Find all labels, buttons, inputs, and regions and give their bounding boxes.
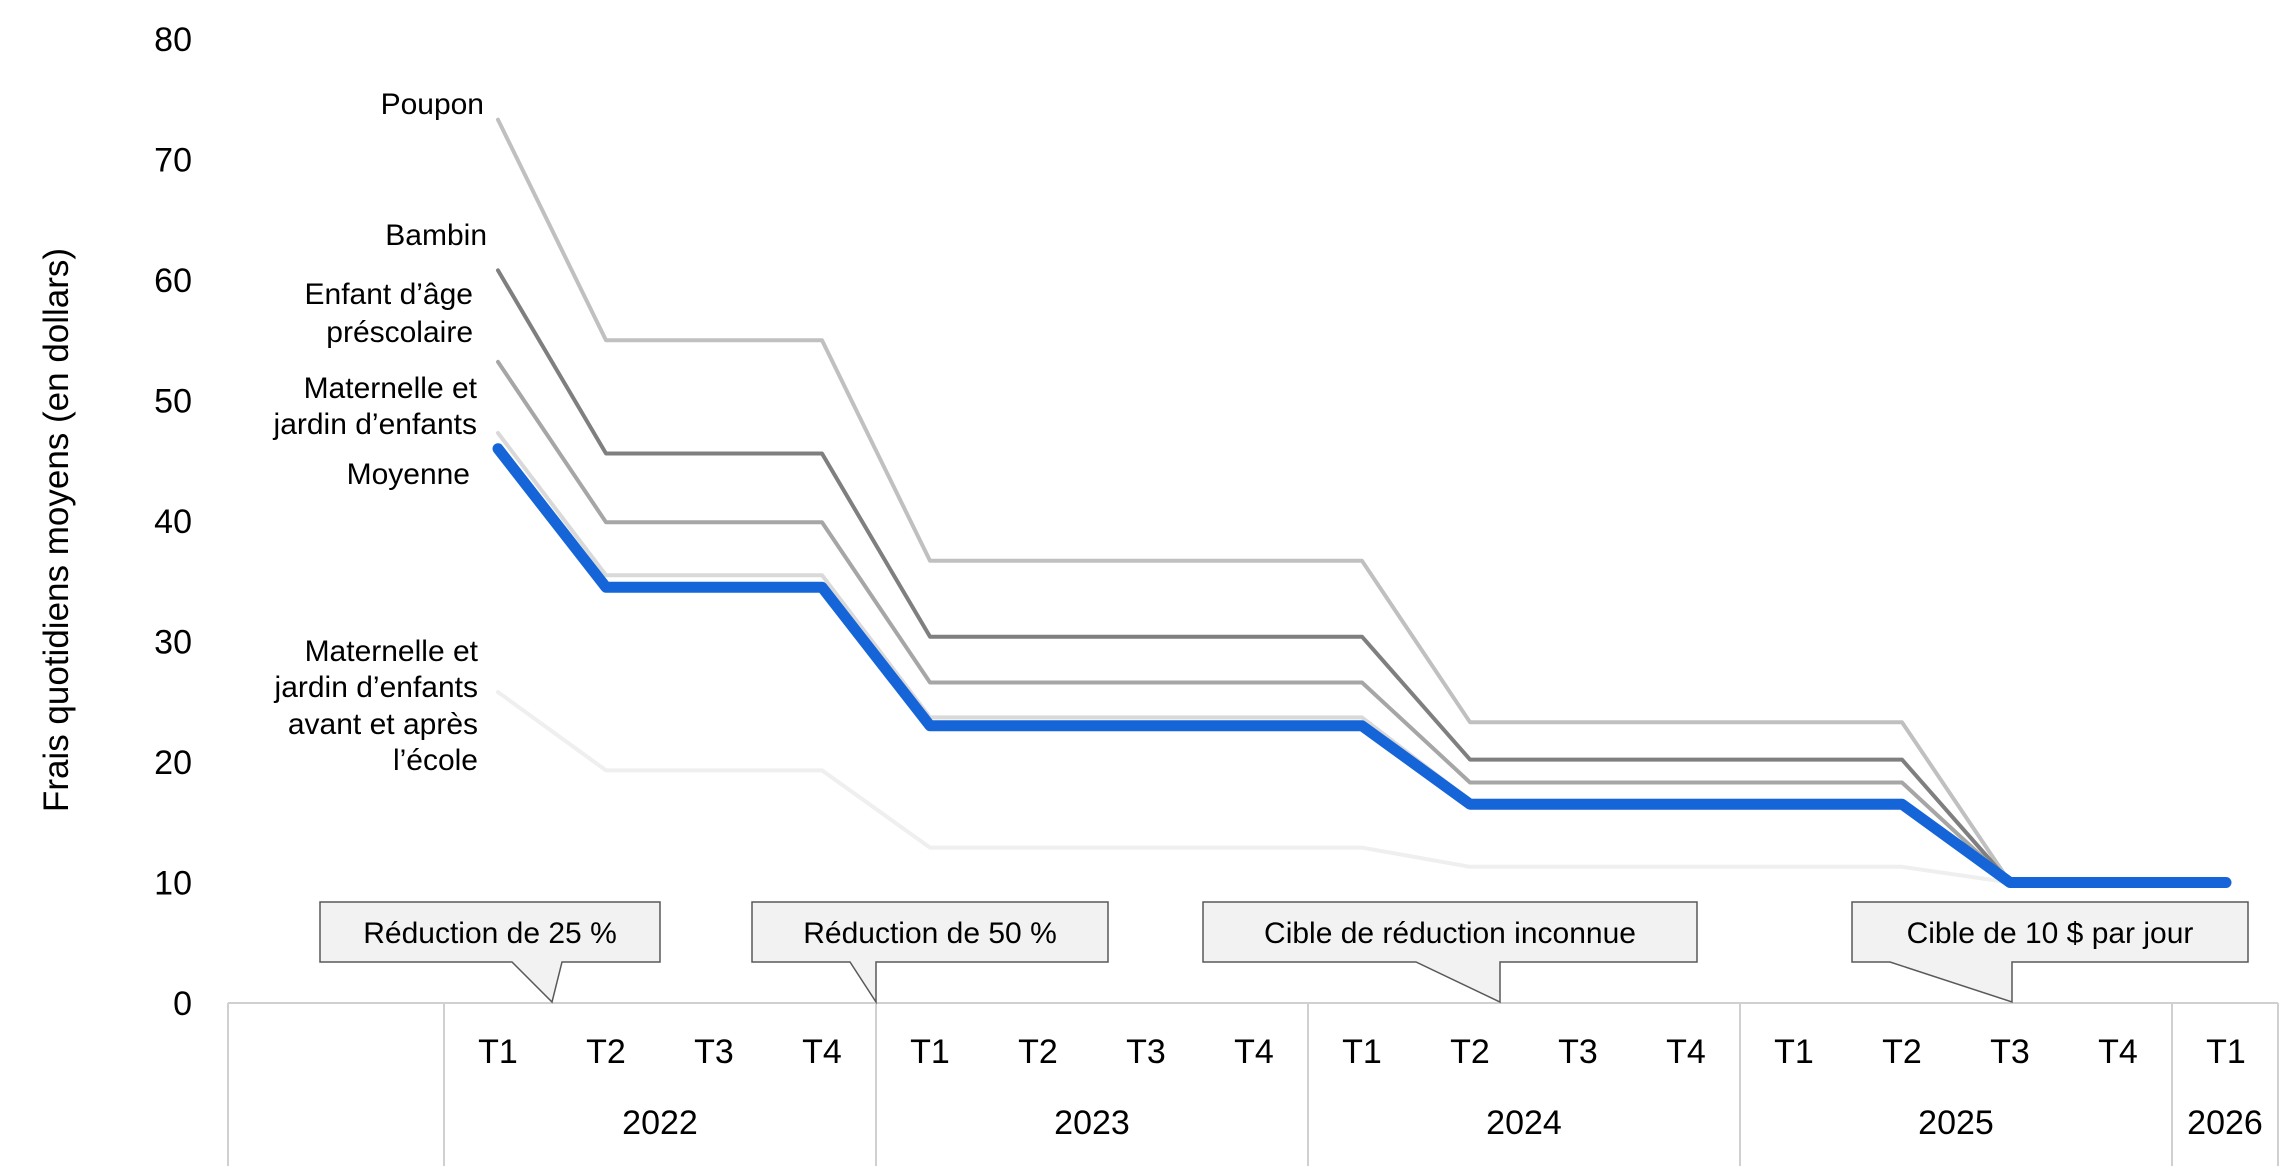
quarter-label: T2 bbox=[1450, 1033, 1490, 1071]
series-label: avant et après bbox=[288, 708, 478, 741]
series-label: Poupon bbox=[381, 88, 484, 121]
annotation-callout bbox=[751, 901, 1109, 1005]
y-tick-label: 40 bbox=[154, 503, 192, 541]
y-tick-label: 30 bbox=[154, 624, 192, 662]
series-line bbox=[496, 117, 2228, 885]
series-label: Enfant d’âge bbox=[305, 278, 473, 311]
series-label: Moyenne bbox=[347, 458, 470, 491]
y-tick-label: 60 bbox=[154, 262, 192, 300]
annotation-text: Réduction de 50 % bbox=[803, 917, 1057, 950]
series-line bbox=[496, 268, 2228, 885]
series-label: jardin d’enfants bbox=[274, 671, 478, 704]
annotations: Réduction de 25 % Réduction de 50 % Cible … bbox=[319, 901, 2249, 1005]
quarter-label: T2 bbox=[586, 1033, 626, 1071]
quarter-label: T1 bbox=[1342, 1033, 1382, 1071]
quarter-label: T3 bbox=[1558, 1033, 1598, 1071]
x-axis-table: T1 T2 T3 T4 T1 T2 T3 T4 T1 T2 T3 T4 T1 T2 T3 T4 T1 2022 20… bbox=[227, 1002, 2279, 1166]
quarter-label: T4 bbox=[2098, 1033, 2138, 1071]
series-lines bbox=[492, 117, 2232, 888]
annotation-callout bbox=[1851, 901, 2249, 1004]
quarter-label: T2 bbox=[1882, 1033, 1922, 1071]
annotation-callout bbox=[1202, 901, 1698, 1004]
y-tick-label: 70 bbox=[154, 142, 192, 180]
series-label: Maternelle et bbox=[304, 372, 478, 405]
series-line bbox=[496, 359, 2228, 885]
y-axis: 0 10 20 30 40 50 60 70 80 bbox=[154, 21, 192, 1023]
y-tick-label: 50 bbox=[154, 383, 192, 421]
series-labels: Poupon Bambin Enfant d’âge préscolaire Mater… bbox=[273, 88, 487, 777]
year-label: 2024 bbox=[1486, 1104, 1562, 1142]
annotation-text: Réduction de 25 % bbox=[363, 917, 617, 950]
series-label: Bambin bbox=[385, 219, 487, 252]
year-label: 2025 bbox=[1918, 1104, 1994, 1142]
series-line bbox=[496, 690, 2228, 885]
quarter-label: T4 bbox=[1234, 1033, 1274, 1071]
quarter-label: T2 bbox=[1018, 1033, 1058, 1071]
annotation-text: Cible de réduction inconnue bbox=[1264, 917, 1636, 950]
quarter-label: T3 bbox=[1990, 1033, 2030, 1071]
series-label: Maternelle et bbox=[305, 635, 479, 668]
y-tick-label: 80 bbox=[154, 21, 192, 59]
series-label: jardin d’enfants bbox=[273, 408, 477, 441]
annotation-text: Cible de 10 $ par jour bbox=[1907, 917, 2194, 950]
quarter-label: T4 bbox=[1666, 1033, 1706, 1071]
quarter-label: T1 bbox=[478, 1033, 518, 1071]
annotation-callout bbox=[319, 901, 661, 1004]
quarter-label: T1 bbox=[910, 1033, 950, 1071]
quarter-label: T3 bbox=[694, 1033, 734, 1071]
series-line bbox=[492, 443, 2232, 888]
quarter-label: T4 bbox=[802, 1033, 842, 1071]
y-axis-title: Frais quotidiens moyens (en dollars) bbox=[37, 248, 76, 812]
y-tick-label: 20 bbox=[154, 744, 192, 782]
quarter-label: T1 bbox=[2206, 1033, 2246, 1071]
year-label: 2022 bbox=[622, 1104, 698, 1142]
y-tick-label: 10 bbox=[154, 865, 192, 903]
y-tick-label: 0 bbox=[173, 985, 192, 1023]
quarter-label: T3 bbox=[1126, 1033, 1166, 1071]
series-label: préscolaire bbox=[326, 316, 473, 349]
year-label: 2023 bbox=[1054, 1104, 1130, 1142]
series-label: l’école bbox=[393, 744, 478, 777]
year-label: 2026 bbox=[2187, 1104, 2263, 1142]
quarter-label: T1 bbox=[1774, 1033, 1814, 1071]
